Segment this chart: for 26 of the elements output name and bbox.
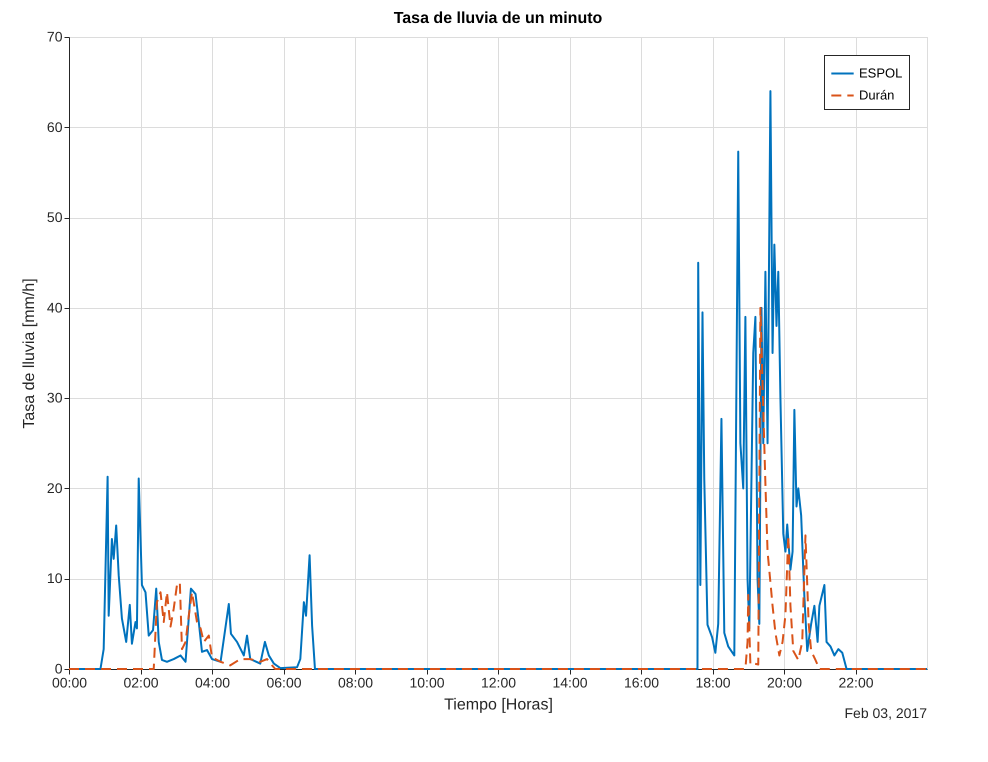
y-tick-label: 30 xyxy=(46,390,63,406)
x-tick-label: 14:00 xyxy=(552,674,588,690)
legend-label: ESPOL xyxy=(859,66,902,80)
x-tick-label: 22:00 xyxy=(838,674,874,690)
x-tick-label: 16:00 xyxy=(624,674,660,690)
x-tick-label: 08:00 xyxy=(338,674,374,690)
y-tick-label: 0 xyxy=(54,660,63,676)
x-tick-label: 12:00 xyxy=(480,674,516,690)
x-tick-label: 20:00 xyxy=(766,674,802,690)
text: Feb 03, 2017 xyxy=(844,705,928,721)
x-tick-label: 00:00 xyxy=(52,674,88,690)
y-tick-label: 70 xyxy=(46,28,63,44)
y-tick-label: 60 xyxy=(46,118,63,135)
y-tick-label: 40 xyxy=(46,299,63,316)
x-tick-label: 18:00 xyxy=(695,674,731,690)
x-tick-label: 04:00 xyxy=(194,674,230,690)
y-axis-title: Tasa de lluvia [mm/h] xyxy=(20,278,38,429)
y-tick-label: 10 xyxy=(46,570,63,586)
y-tick-label: 50 xyxy=(46,209,63,226)
x-tick-label: 06:00 xyxy=(266,674,302,690)
y-tick-label: 20 xyxy=(46,480,63,496)
chart-title: Tasa de lluvia de un minuto xyxy=(394,10,603,27)
x-axis-title: Tiempo [Horas] xyxy=(444,696,553,714)
legend-label: Durán xyxy=(859,88,894,102)
x-tick-label: 02:00 xyxy=(123,674,159,690)
x-tick-label: 10:00 xyxy=(409,674,445,690)
